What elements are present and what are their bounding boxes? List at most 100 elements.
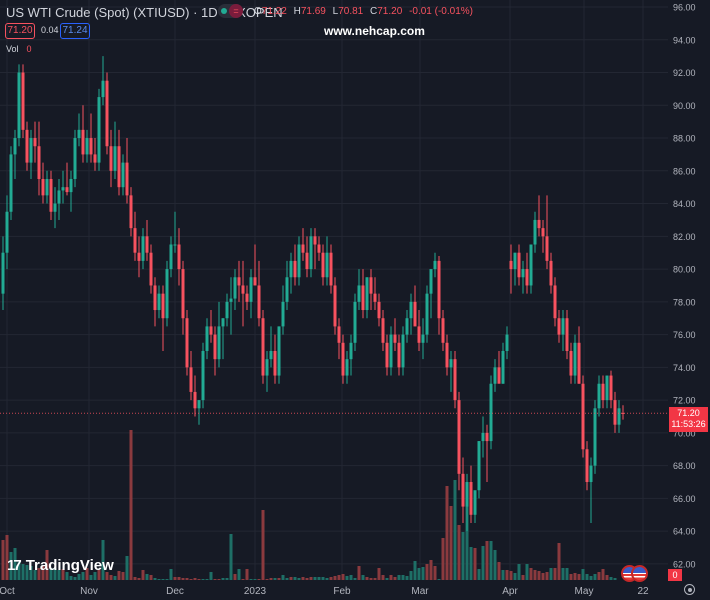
- candle: [361, 285, 365, 311]
- time-tick: 2023: [244, 586, 267, 597]
- tradingview-logo-text: TradingView: [25, 557, 114, 574]
- candle: [493, 367, 497, 384]
- volume-bar: [385, 578, 389, 580]
- volume-bar: [93, 572, 97, 580]
- buy-button[interactable]: 71.24: [60, 23, 90, 39]
- price-axis: 96.00 94.00 92.00 90.00 88.00 86.00 84.00 82.00…: [673, 3, 696, 570]
- symbol-title[interactable]: US WTI Crude (Spot) (XTIUSD) · 1D · FXOP…: [6, 5, 283, 20]
- time-axis: Oct Nov Dec 2023 Feb Mar Apr May 22: [0, 586, 649, 597]
- volume-bar: [601, 569, 605, 580]
- volume-bar: [173, 577, 177, 580]
- candle: [213, 334, 217, 360]
- candle: [41, 178, 45, 196]
- candle: [125, 162, 129, 196]
- candle: [217, 326, 221, 360]
- volume-bar: [121, 572, 125, 580]
- volume-bar: [365, 577, 369, 580]
- candle: [149, 252, 153, 286]
- candle: [101, 80, 105, 98]
- candle: [485, 432, 489, 442]
- candle: [209, 326, 213, 335]
- candle: [473, 490, 477, 515]
- volume-bar: [565, 568, 569, 580]
- time-tick: Oct: [0, 586, 15, 597]
- price-tick: 78.00: [673, 297, 696, 307]
- last-price-tag: 71.20 11:53:26: [669, 407, 708, 432]
- candle: [569, 350, 573, 376]
- candle: [545, 236, 549, 261]
- volume-bar: [21, 564, 25, 580]
- candle: [277, 326, 281, 376]
- volume-bar: [277, 578, 281, 580]
- candle: [233, 277, 237, 299]
- volume-bar: [165, 579, 169, 580]
- volume-bar: [585, 574, 589, 580]
- time-tick: Feb: [333, 586, 351, 597]
- candle: [585, 449, 589, 483]
- sell-button[interactable]: 71.20: [5, 23, 35, 39]
- candle: [405, 318, 409, 335]
- volume-bar: [65, 572, 69, 580]
- volume-legend[interactable]: Vol 0: [6, 44, 32, 54]
- volume-bar: [609, 577, 613, 580]
- candle: [13, 138, 17, 155]
- candle: [441, 318, 445, 343]
- volume-bar: [33, 570, 37, 580]
- market-status-toggle[interactable]: =: [218, 4, 243, 18]
- candle: [617, 408, 621, 425]
- candle: [469, 482, 473, 515]
- high-value: 71.69: [300, 6, 326, 17]
- time-tick: Dec: [166, 586, 184, 597]
- us-flag-event-icon[interactable]: [631, 565, 648, 582]
- volume-bar: [117, 571, 121, 580]
- volume-bar: [233, 574, 237, 580]
- last-price-value: 71.20: [677, 408, 700, 418]
- candle: [133, 228, 137, 253]
- volume-bar: [381, 575, 385, 580]
- volume-bar: [505, 570, 509, 580]
- candle: [85, 138, 89, 155]
- open-label: O: [254, 6, 262, 17]
- open-value: 71.22: [261, 6, 287, 17]
- candle: [429, 269, 433, 294]
- volume-bar: [453, 480, 457, 580]
- candle: [17, 72, 21, 139]
- volume-bar: [409, 571, 413, 580]
- price-tick: 86.00: [673, 166, 696, 176]
- candle: [349, 342, 353, 360]
- time-tick: Nov: [80, 586, 98, 597]
- candle: [77, 129, 81, 139]
- candle: [257, 285, 261, 319]
- volume-bar: [193, 578, 197, 580]
- volume-bar: [13, 548, 17, 580]
- candle: [229, 298, 233, 302]
- volume-bar: [605, 575, 609, 580]
- price-tick: 82.00: [673, 232, 696, 242]
- candle: [317, 244, 321, 253]
- candle: [93, 154, 97, 163]
- volume-bar: [425, 564, 429, 580]
- volume-bar: [597, 572, 601, 580]
- price-tick: 62.00: [673, 559, 696, 569]
- settings-gear-icon[interactable]: [684, 584, 695, 595]
- tradingview-logo[interactable]: 17 TradingView: [7, 557, 114, 574]
- candle: [265, 359, 269, 376]
- volume-bar: [297, 578, 301, 580]
- candle: [269, 350, 273, 360]
- volume-tag: 0: [668, 569, 682, 581]
- volume-bar: [477, 569, 481, 580]
- volume-bar: [309, 577, 313, 580]
- candle: [57, 190, 61, 204]
- candle: [313, 236, 317, 245]
- candle: [21, 72, 25, 130]
- volume-bar: [41, 565, 45, 580]
- watermark-text: www.nehcap.com: [324, 24, 425, 38]
- candle: [373, 293, 377, 302]
- volume-bar: [153, 578, 157, 580]
- candle: [365, 277, 369, 311]
- volume-bar: [553, 568, 557, 580]
- candle: [377, 301, 381, 319]
- candle: [113, 146, 117, 171]
- price-tick: 84.00: [673, 199, 696, 209]
